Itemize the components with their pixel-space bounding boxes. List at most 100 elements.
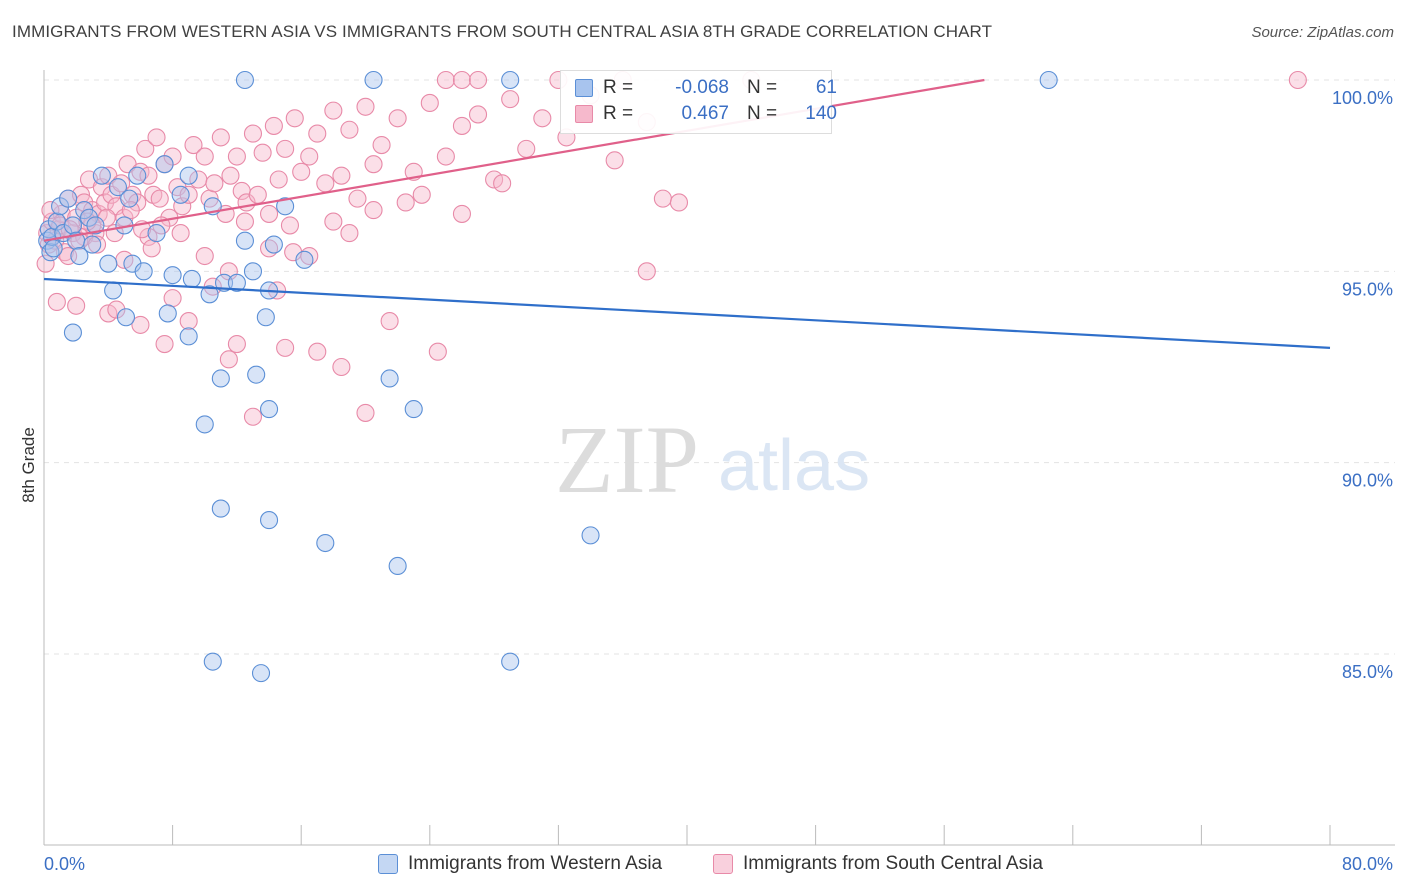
r-label: R = [603, 77, 634, 98]
data-point [195, 246, 214, 266]
data-point [104, 281, 123, 300]
data-point [364, 201, 383, 220]
data-point [1039, 70, 1058, 90]
data-point [87, 235, 107, 254]
pink-swatch [575, 105, 593, 123]
data-point [182, 269, 201, 289]
data-point [70, 246, 89, 266]
blue-swatch [378, 854, 398, 874]
n-label: N = [747, 103, 778, 124]
data-point [142, 239, 161, 258]
data-point [59, 189, 78, 208]
data-point [300, 147, 319, 166]
data-point [380, 369, 399, 388]
stats-row-pink: R = 0.467 N = 140 [575, 102, 837, 126]
data-point [264, 116, 283, 135]
data-point [388, 556, 407, 576]
y-tick-label: 90.0% [1342, 471, 1393, 491]
trend-line-blue [43, 277, 1331, 349]
data-point [276, 197, 295, 216]
y-tick-label: 85.0% [1342, 662, 1393, 682]
data-point [200, 285, 219, 304]
data-point [332, 166, 351, 185]
y-axis-label: 8th Grade [19, 427, 38, 503]
data-point [107, 300, 126, 319]
data-point [155, 155, 174, 174]
data-point [264, 235, 283, 254]
data-point [348, 189, 367, 208]
data-point [63, 216, 82, 235]
data-point [324, 101, 343, 120]
data-point [36, 254, 55, 273]
data-point [452, 116, 472, 135]
watermark-zip: ZIP [555, 406, 699, 513]
data-point [308, 124, 327, 143]
data-point [219, 350, 238, 369]
data-point [316, 533, 335, 553]
data-point [179, 166, 198, 185]
data-point [669, 193, 689, 212]
data-point [276, 139, 295, 158]
data-point [605, 151, 624, 170]
data-point [83, 235, 102, 254]
data-point [280, 216, 299, 235]
x-tick-label: 0.0% [44, 854, 85, 874]
pink-swatch [713, 854, 733, 874]
data-point [79, 208, 99, 227]
data-point [67, 296, 86, 315]
data-point [121, 201, 140, 220]
data-point [235, 212, 254, 231]
data-point [259, 400, 279, 419]
data-point [372, 136, 391, 155]
data-point [468, 70, 488, 90]
data-point [404, 400, 423, 419]
blue-swatch [575, 79, 593, 97]
data-point [247, 365, 266, 384]
data-point [128, 166, 147, 185]
data-point [364, 70, 383, 90]
data-point [269, 170, 288, 189]
data-point [214, 273, 234, 292]
data-point [158, 304, 177, 323]
data-point [211, 499, 230, 518]
data-point [388, 109, 407, 128]
r-value: -0.068 [675, 77, 729, 98]
data-point [99, 254, 118, 273]
data-point [171, 185, 190, 204]
tick-labels: 85.0% 90.0% 95.0% 100.0% 0.0% 80.0% [44, 88, 1393, 874]
data-point [340, 224, 359, 243]
data-point [108, 178, 127, 197]
data-point [134, 262, 153, 281]
x-tick-label: 80.0% [1342, 854, 1393, 874]
data-point [44, 239, 63, 258]
data-point [211, 369, 230, 388]
data-point [276, 338, 295, 357]
data-point [243, 407, 263, 426]
data-point [96, 193, 115, 212]
n-value: 140 [805, 103, 837, 124]
data-point [436, 70, 455, 90]
data-point [581, 526, 600, 545]
data-point [227, 147, 246, 166]
data-point [248, 185, 267, 204]
data-point [163, 266, 182, 285]
data-point [501, 90, 520, 109]
y-tick-label: 100.0% [1332, 88, 1393, 108]
data-point [163, 289, 182, 308]
legend-item-south-central-asia: Immigrants from South Central Asia [713, 852, 1043, 876]
data-point [41, 201, 60, 220]
data-point [136, 139, 155, 158]
data-point [251, 664, 271, 683]
data-point [211, 128, 230, 147]
n-value: 61 [815, 77, 837, 98]
data-point [203, 652, 222, 671]
data-point [243, 262, 263, 281]
data-point [243, 124, 263, 143]
grid-lines [44, 79, 1395, 655]
data-point [412, 185, 431, 204]
data-point [332, 357, 351, 377]
data-point [221, 166, 240, 185]
data-point [179, 312, 198, 331]
data-point [259, 511, 279, 530]
data-point [533, 109, 552, 128]
